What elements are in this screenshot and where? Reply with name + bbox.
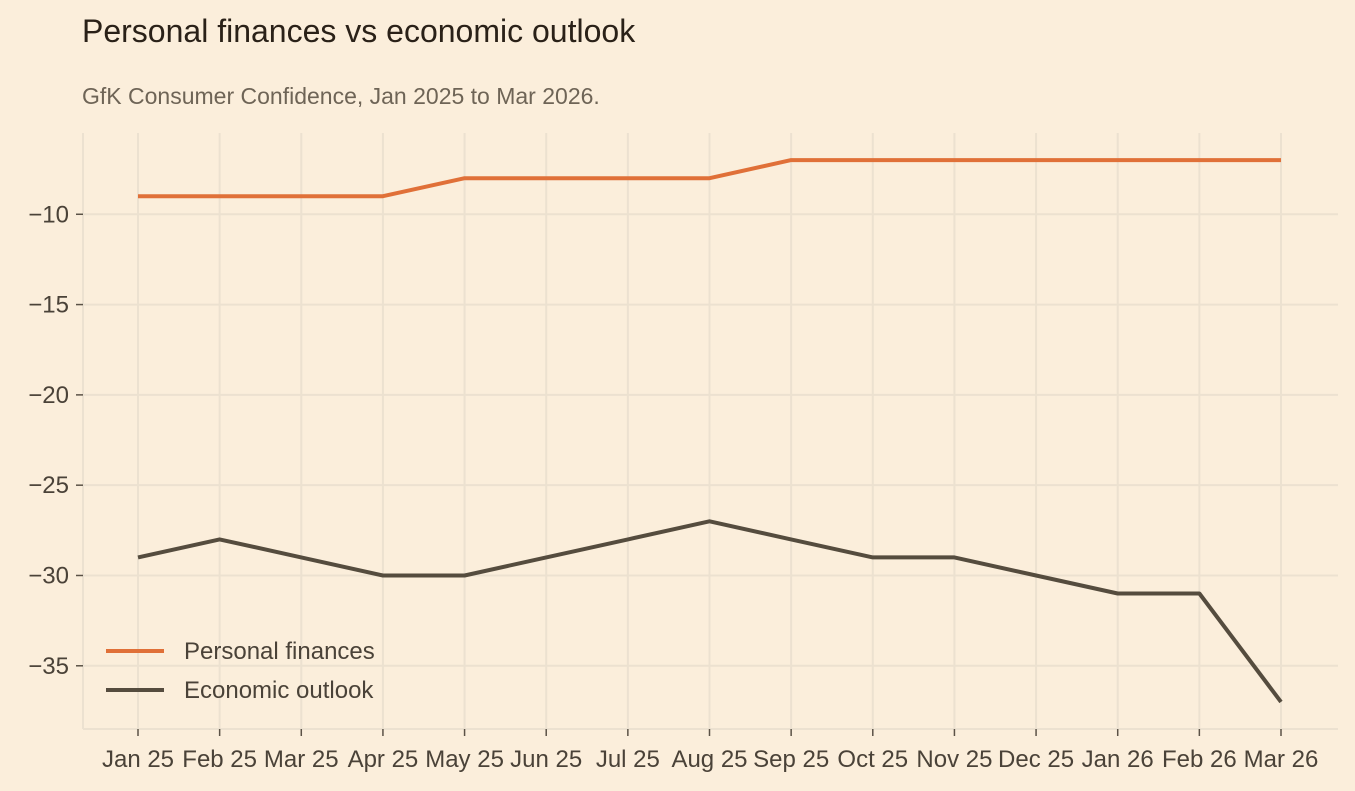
x-tick-label: Oct 25: [837, 746, 908, 773]
y-tick-label: −15: [28, 292, 69, 319]
x-tick-label: Mar 26: [1244, 746, 1319, 773]
x-tick-label: Nov 25: [916, 746, 992, 773]
x-tick-label: Jan 26: [1082, 746, 1154, 773]
x-tick-label: Feb 25: [182, 746, 257, 773]
series: [137, 158, 1283, 704]
legend-label-economic-outlook: Economic outlook: [184, 677, 374, 704]
axes: −10 −15 −20 −25 −30 −35 Jan 25 Feb 25 Mar 25 Apr …: [28, 133, 1338, 773]
y-tick-label: −35: [28, 653, 69, 680]
y-tick-label: −30: [28, 562, 69, 589]
x-tick-label: Jul 25: [596, 746, 660, 773]
x-tick-label: Dec 25: [998, 746, 1074, 773]
y-tick-label: −10: [28, 201, 69, 228]
y-tick-label: −20: [28, 382, 69, 409]
grid: [83, 133, 1338, 729]
series-line-personal-finances: [138, 158, 1281, 199]
legend: Personal finances Economic outlook: [106, 638, 375, 704]
y-tick-label: −25: [28, 472, 69, 499]
series-line-economic-outlook: [137, 519, 1283, 704]
x-tick-label: Jan 25: [102, 746, 174, 773]
chart-title: Personal finances vs economic outlook: [82, 13, 636, 49]
x-tick-label: May 25: [425, 746, 504, 773]
x-tick-label: Apr 25: [348, 746, 419, 773]
legend-label-personal-finances: Personal finances: [184, 638, 375, 665]
x-tick-label: Aug 25: [671, 746, 747, 773]
x-tick-label: Jun 25: [510, 746, 582, 773]
chart-subtitle: GfK Consumer Confidence, Jan 2025 to Mar…: [82, 83, 600, 109]
x-tick-label: Feb 26: [1162, 746, 1237, 773]
x-tick-label: Sep 25: [753, 746, 829, 773]
x-tick-label: Mar 25: [264, 746, 339, 773]
